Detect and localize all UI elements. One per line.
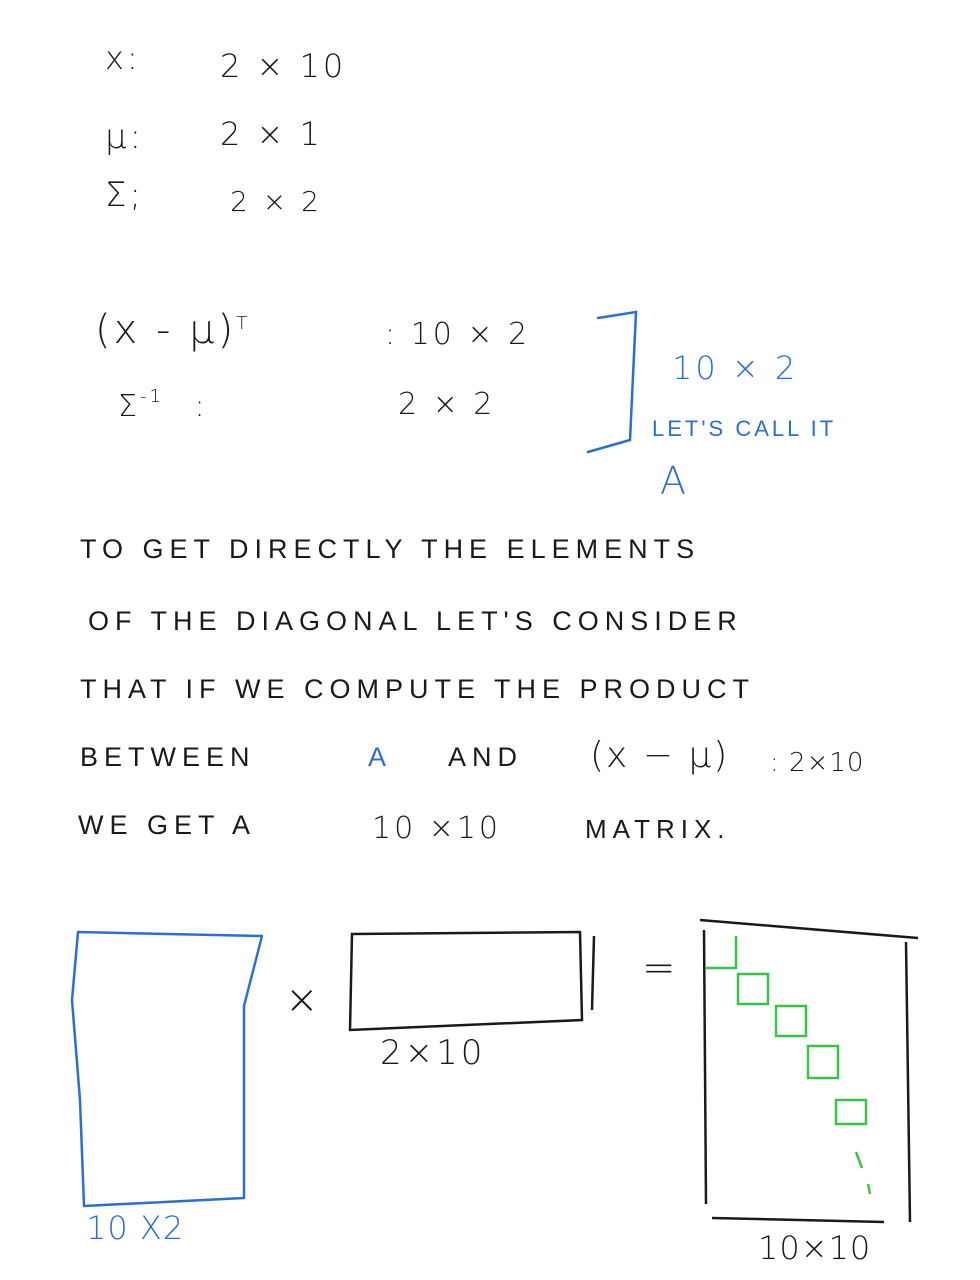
middle-matrix-edge bbox=[590, 935, 596, 1011]
sigma-inverse-superscript: -1 bbox=[139, 386, 164, 407]
mu-symbol: μ: bbox=[105, 117, 145, 157]
diagonal-block-3 bbox=[774, 1004, 808, 1038]
diagonal-ellipsis bbox=[854, 1151, 872, 1195]
explanation-line-4-expr: (x − μ) bbox=[590, 735, 730, 776]
explanation-line-4-a: A bbox=[368, 742, 393, 772]
times-sign: × bbox=[285, 977, 322, 1023]
diagonal-blocks bbox=[706, 936, 872, 1195]
explanation-line-5-matrix: MATRIX. bbox=[585, 814, 731, 844]
sigma-dimension: 2 × 2 bbox=[230, 185, 322, 218]
right-matrix-right bbox=[904, 941, 912, 1223]
x-dimension: 2 × 10 bbox=[220, 47, 347, 85]
sigma-inverse-dimension: 2 × 2 bbox=[398, 387, 496, 422]
right-matrix-left bbox=[702, 929, 708, 1205]
mu-dimension: 2 × 1 bbox=[220, 115, 323, 153]
explanation-line-2: OF THE DIAGONAL LET'S CONSIDER bbox=[88, 606, 743, 636]
diagonal-block-1 bbox=[706, 936, 738, 970]
diagonal-block-5 bbox=[834, 1098, 868, 1126]
explanation-line-3: THAT IF WE COMPUTE THE PRODUCT bbox=[80, 674, 756, 704]
product-bracket bbox=[586, 310, 638, 454]
transpose-expr-text: (x - μ) bbox=[95, 307, 237, 353]
explanation-line-1: TO GET DIRECTLY THE ELEMENTS bbox=[80, 534, 701, 564]
result-note: LET'S CALL IT bbox=[652, 416, 837, 441]
middle-matrix-rect bbox=[348, 930, 584, 1032]
x-symbol: x: bbox=[105, 39, 141, 77]
right-matrix-bottom bbox=[711, 1216, 885, 1224]
sigma-inverse-colon: : bbox=[194, 389, 208, 424]
transpose-superscript: T bbox=[236, 313, 251, 334]
sigma-symbol: Σ; bbox=[105, 175, 144, 215]
explanation-line-5-dim: 10 ×10 bbox=[372, 811, 502, 846]
right-matrix-label: 10×10 bbox=[758, 1229, 872, 1267]
result-name: A bbox=[660, 459, 689, 503]
explanation-line-5-we-get: WE GET A bbox=[78, 810, 257, 840]
explanation-line-4-and: AND bbox=[448, 742, 524, 772]
explanation-line-4-between: BETWEEN bbox=[80, 742, 256, 772]
explanation-line-4-dim: : 2×10 bbox=[770, 748, 865, 778]
left-matrix-label: 10 X2 bbox=[86, 1209, 185, 1247]
diagonal-block-4 bbox=[806, 1044, 840, 1080]
middle-matrix-label: 2×10 bbox=[380, 1033, 486, 1073]
sigma-inverse-expression: Σ-1 : bbox=[118, 388, 208, 424]
diagonal-block-2 bbox=[736, 972, 770, 1006]
transpose-expression: (x - μ)T bbox=[95, 310, 250, 350]
equals-sign: = bbox=[642, 945, 679, 991]
transpose-dimension: : 10 × 2 bbox=[385, 317, 531, 352]
left-matrix-rect bbox=[70, 930, 264, 1208]
right-matrix-top bbox=[699, 918, 919, 940]
sigma-inverse-text: Σ bbox=[118, 389, 140, 424]
result-dimension: 10 × 2 bbox=[672, 349, 799, 387]
